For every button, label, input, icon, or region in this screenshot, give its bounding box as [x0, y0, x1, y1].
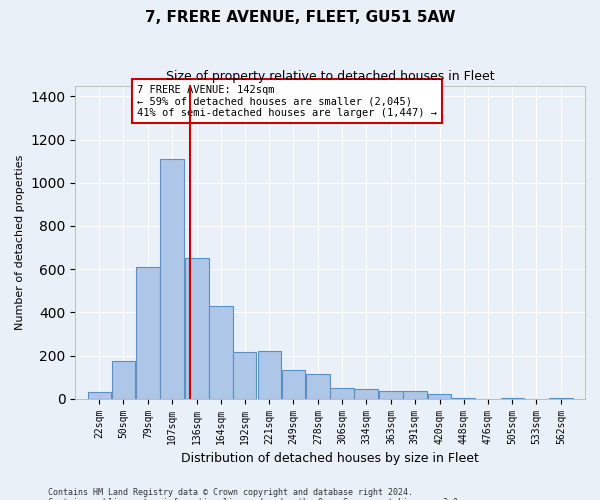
Bar: [209, 306, 233, 398]
Bar: [428, 394, 451, 398]
Bar: [403, 391, 427, 398]
Bar: [233, 352, 256, 399]
Bar: [258, 351, 281, 399]
Bar: [88, 392, 111, 398]
Bar: [379, 391, 403, 398]
Text: Contains public sector information licensed under the Open Government Licence v3: Contains public sector information licen…: [48, 498, 463, 500]
Title: Size of property relative to detached houses in Fleet: Size of property relative to detached ho…: [166, 70, 494, 83]
Bar: [355, 389, 378, 398]
Y-axis label: Number of detached properties: Number of detached properties: [15, 154, 25, 330]
Bar: [112, 361, 135, 399]
Text: 7 FRERE AVENUE: 142sqm
← 59% of detached houses are smaller (2,045)
41% of semi-: 7 FRERE AVENUE: 142sqm ← 59% of detached…: [137, 84, 437, 118]
Bar: [281, 370, 305, 398]
Bar: [136, 267, 160, 398]
Bar: [307, 374, 330, 398]
X-axis label: Distribution of detached houses by size in Fleet: Distribution of detached houses by size …: [181, 452, 479, 465]
Text: Contains HM Land Registry data © Crown copyright and database right 2024.: Contains HM Land Registry data © Crown c…: [48, 488, 413, 497]
Text: 7, FRERE AVENUE, FLEET, GU51 5AW: 7, FRERE AVENUE, FLEET, GU51 5AW: [145, 10, 455, 25]
Bar: [331, 388, 354, 398]
Bar: [160, 159, 184, 398]
Bar: [185, 258, 209, 398]
